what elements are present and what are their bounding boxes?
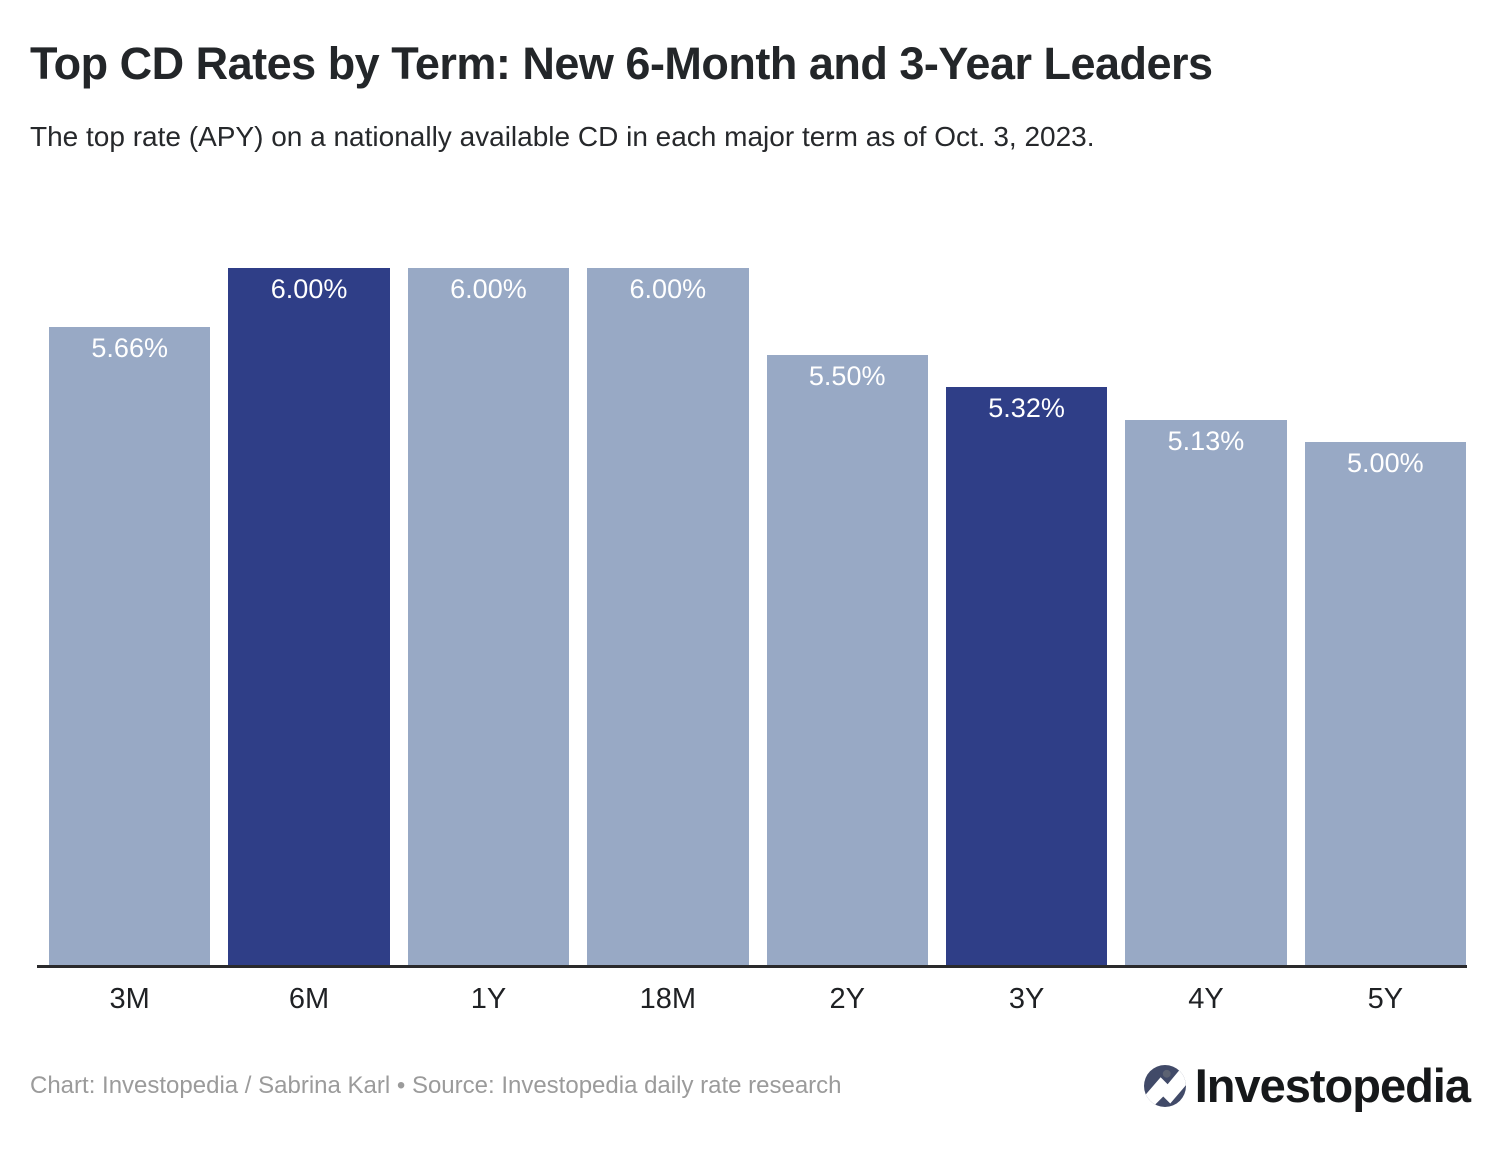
- investopedia-logo: Investopedia: [1143, 1058, 1471, 1113]
- x-axis-label-4Y: 4Y: [1188, 983, 1224, 1015]
- bar-6M: 6.00%: [228, 268, 390, 965]
- bar-1Y: 6.00%: [407, 268, 570, 965]
- x-axis-line: [37, 965, 1467, 968]
- bar-value-label: 5.00%: [1347, 448, 1424, 479]
- bar-value-label: 5.66%: [91, 333, 168, 364]
- chart-footer: Chart: Investopedia / Sabrina Karl • Sou…: [30, 1058, 1471, 1113]
- bar-3M: 5.66%: [49, 327, 211, 965]
- bar-5Y: 5.00%: [1304, 442, 1466, 965]
- x-axis-label-2Y: 2Y: [829, 983, 865, 1015]
- bar-value-label: 6.00%: [629, 274, 707, 304]
- x-axis-label-5Y: 5Y: [1367, 983, 1404, 1015]
- x-axis-label-3Y: 3Y: [1008, 983, 1045, 1015]
- bar-chart: 5.66% 6.00% 6.00% 6.00% 5.50% 5.32% 5.13% 5.00%…: [0, 268, 1500, 1016]
- bar-value-label: 5.32%: [988, 392, 1065, 423]
- chart-card: Top CD Rates by Term: New 6-Month and 3-…: [0, 38, 1500, 1175]
- x-axis-label-18M: 18M: [639, 983, 697, 1015]
- bar-value-label: 5.50%: [808, 361, 886, 392]
- x-axis-label-1Y: 1Y: [470, 983, 507, 1015]
- bar-value-label: 5.13%: [1167, 425, 1245, 456]
- credit-text: Chart: Investopedia / Sabrina Karl • Sou…: [30, 1071, 842, 1099]
- bar-3Y: 5.32%: [945, 386, 1108, 965]
- x-axis-labels: 3M 6M 1Y 18M 2Y 3Y 4Y 5Y: [49, 982, 1466, 1016]
- bar-4Y: 5.13%: [1125, 419, 1287, 965]
- bar-2Y: 5.50%: [766, 355, 928, 965]
- bars-area: 5.66% 6.00% 6.00% 6.00% 5.50% 5.32% 5.13% 5.00%: [49, 268, 1466, 965]
- x-axis-label-3M: 3M: [109, 983, 150, 1015]
- investopedia-logo-text: Investopedia: [1194, 1059, 1471, 1112]
- chart-title: Top CD Rates by Term: New 6-Month and 3-…: [30, 38, 1213, 89]
- investopedia-logo-icon: [1143, 1064, 1186, 1107]
- chart-subtitle: The top rate (APY) on a nationally avail…: [30, 121, 1095, 152]
- bar-18M: 6.00%: [587, 268, 749, 965]
- x-axis-label-6M: 6M: [288, 983, 330, 1015]
- bar-value-label: 6.00%: [270, 274, 348, 304]
- bar-value-label: 6.00%: [450, 274, 527, 304]
